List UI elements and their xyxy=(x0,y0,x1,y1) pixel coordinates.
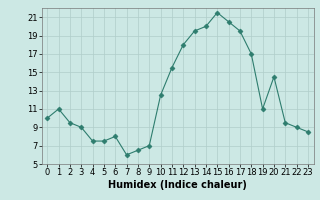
X-axis label: Humidex (Indice chaleur): Humidex (Indice chaleur) xyxy=(108,180,247,190)
